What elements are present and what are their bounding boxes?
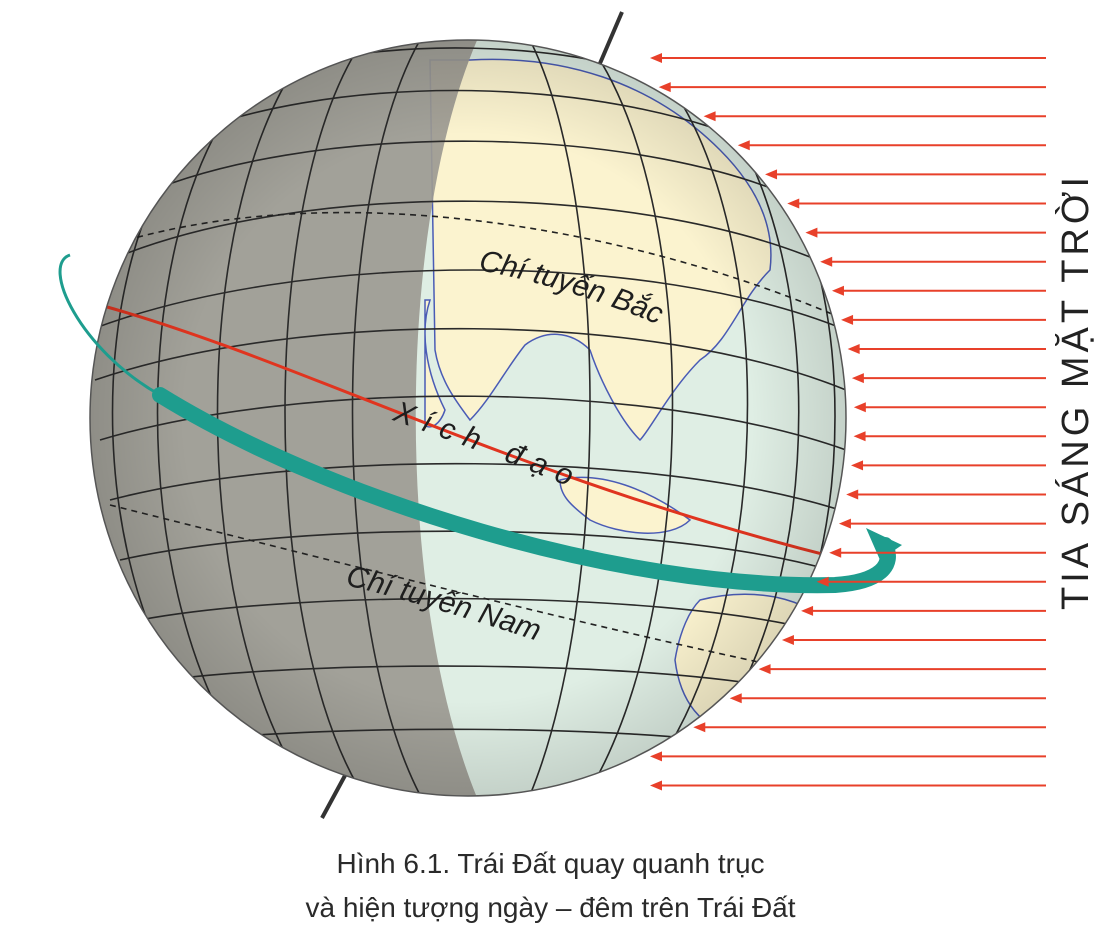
sun-ray-head [650,780,662,791]
sun-ray [729,693,1046,704]
sun-ray [658,82,1046,93]
sun-ray-head [737,140,750,151]
rotation-arrow-back [58,253,161,397]
sun-ray [851,373,1046,384]
sun-ray [853,431,1046,442]
sun-ray [805,227,1046,238]
sun-ray [846,489,1046,500]
sun-ray [829,547,1046,558]
sun-ray-head [820,256,833,267]
sun-ray-head [816,576,829,587]
earth-axis-top [596,11,624,69]
sun-ray-head [729,693,742,704]
globe-outline [89,39,847,797]
sun-ray [758,664,1046,675]
sun-rays [650,53,1046,791]
sun-ray-head [703,111,716,122]
sun-ray-head [781,635,794,645]
sun-ray [838,518,1046,529]
sun-ray-head [851,460,864,471]
sun-ray [841,314,1046,325]
sun-ray-head [853,402,866,413]
sun-ray-head [758,664,771,675]
sun-ray-head [650,751,662,762]
sun-ray [820,256,1046,267]
sun-ray-head [846,489,859,500]
sun-ray-head [838,518,851,529]
sunlight-label: TIA SÁNG MẶT TRỜI [1054,173,1097,610]
sun-ray [847,344,1046,354]
sun-ray-head [650,53,662,63]
sun-ray-head [658,82,671,93]
sun-ray-head [805,227,818,238]
sun-ray-head [801,605,814,616]
rotation-arrow [152,387,896,594]
sun-ray [801,605,1046,616]
sun-ray [787,198,1046,209]
sun-ray [693,722,1046,733]
sun-ray [831,285,1046,296]
sun-ray [650,780,1046,791]
sun-ray [816,576,1046,587]
sun-ray [851,460,1046,471]
sun-ray [781,635,1046,645]
sun-ray [650,751,1046,762]
sun-ray-head [847,344,860,354]
sun-ray-head [831,285,844,296]
sun-ray-head [851,373,864,384]
sun-ray-head [765,169,778,180]
sun-ray-head [787,198,800,209]
rotation-arrow-head [866,528,902,560]
caption-line-2: và hiện tượng ngày – đêm trên Trái Đất [305,892,796,923]
sun-ray [737,140,1046,151]
sun-ray [703,111,1046,122]
earth-axis-bottom [320,769,350,819]
sun-ray-head [853,431,866,442]
globe [90,40,846,796]
sun-ray-head [841,314,854,325]
sun-ray-head [829,547,842,558]
sun-ray [765,169,1046,180]
caption-line-1: Hình 6.1. Trái Đất quay quanh trục [336,848,765,879]
sun-ray [650,53,1046,63]
sun-ray-head [693,722,706,733]
sun-ray [853,402,1046,413]
